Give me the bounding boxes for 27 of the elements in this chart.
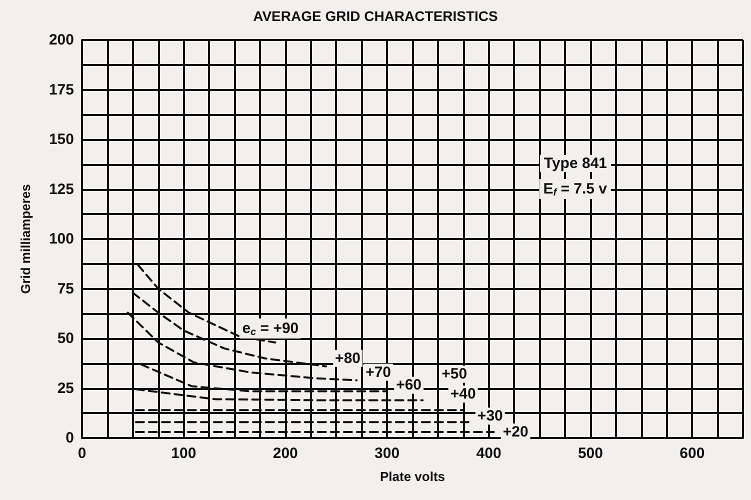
series-label: +50 [442,366,468,383]
y-axis-title: Grid milliamperes [18,184,33,294]
x-tick-label: 500 [578,445,603,462]
x-tick-label: 400 [476,445,502,462]
y-tick-label: 25 [57,380,74,397]
y-tick-label: 0 [66,430,74,446]
x-tick-label: 600 [680,445,705,462]
series-label: +70 [366,364,392,381]
x-axis-title: Plate volts [380,469,446,484]
x-tick-label: 0 [78,445,86,462]
series-label: +40 [450,386,476,403]
annotation: Type 841 [544,155,608,172]
y-tick-label: 100 [48,230,74,248]
series-label: +20 [502,424,528,441]
y-tick-label: 125 [48,180,74,198]
x-tick-label: 100 [171,445,196,462]
series-label: +30 [477,408,503,425]
y-tick-label: 50 [57,330,74,347]
y-tick-label: 150 [48,131,74,148]
y-tick-label: 75 [57,280,74,298]
y-tick-label: 175 [48,81,74,98]
chart-title: AVERAGE GRID CHARACTERISTICS [253,8,498,24]
x-tick-label: 300 [374,445,400,462]
series-label: +60 [396,376,422,394]
y-tick-label: 200 [48,32,74,48]
series-label: +80 [335,350,361,367]
x-tick-label: 200 [272,445,298,462]
